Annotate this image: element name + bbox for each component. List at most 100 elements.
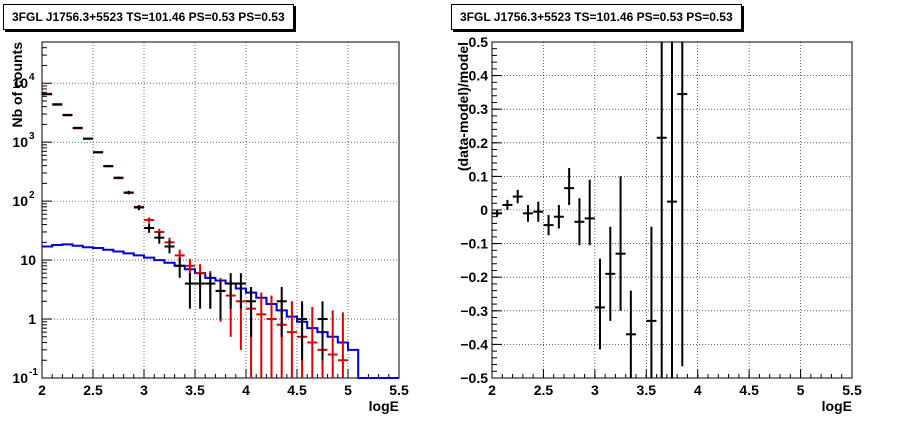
data-point — [133, 204, 144, 211]
y-tick-label: 0.2 — [469, 135, 489, 151]
data-point — [184, 273, 195, 309]
data-point — [317, 301, 328, 361]
residual-point — [512, 189, 523, 204]
data-point — [174, 257, 185, 278]
model-point — [337, 312, 348, 378]
residuals-series — [492, 42, 688, 378]
y-tick-label: −0.3 — [460, 303, 488, 319]
model-point — [184, 258, 195, 276]
y-axis: −0.5 −0.4 −0.3 −0.2 −0.1 0 0.1 0.2 0.3 0.4 0.5 — [460, 34, 502, 386]
y-tick-label: 0.5 — [469, 34, 489, 50]
y-tick-exponent: 4 — [29, 72, 35, 83]
data-point — [164, 239, 175, 254]
x-tick-label: 4 — [242, 382, 250, 398]
residual-point — [574, 198, 585, 246]
residual-point — [677, 42, 688, 367]
model-point — [266, 295, 277, 378]
y-tick-label: 0.1 — [469, 168, 489, 184]
data-point — [246, 286, 257, 337]
x-tick-label: 3.5 — [185, 382, 205, 398]
y-tick-label: 0.4 — [469, 68, 489, 84]
model-point — [327, 310, 338, 378]
residual-point — [553, 204, 564, 229]
residuals-chart: 2 2.5 3 3.5 4 4.5 5 5.5 −0.5 −0.4 −0.3 −0.2 −0.1 0 0.… — [455, 34, 862, 414]
chart-title: 3FGL J1756.3+5523 TS=101.46 PS=0.53 PS=0… — [3, 4, 294, 30]
y-tick-label: 1 — [28, 311, 36, 327]
residual-point — [646, 226, 657, 378]
x-axis: 2 2.5 3 3.5 4 4.5 5 5.5 — [38, 369, 409, 398]
x-tick-label: 2.5 — [534, 382, 554, 398]
data-point — [205, 273, 216, 309]
residual-point — [492, 210, 503, 217]
y-axis-label: Nb of counts — [9, 42, 25, 128]
plot-frame — [41, 41, 400, 379]
data-point — [82, 137, 93, 140]
x-tick-label: 4.5 — [739, 382, 759, 398]
model-point — [307, 307, 318, 378]
residual-point — [533, 201, 544, 222]
residual-point — [625, 290, 636, 378]
residual-point — [502, 199, 513, 210]
data-point — [195, 273, 206, 309]
x-tick-label: 4 — [694, 382, 702, 398]
x-axis-label: logE — [369, 398, 399, 414]
x-tick-label: 3 — [591, 382, 599, 398]
grid — [42, 42, 399, 378]
y-tick-label: −0.1 — [460, 236, 488, 252]
y-tick-label: −0.2 — [460, 269, 488, 285]
x-tick-label: 2.5 — [83, 382, 103, 398]
data-point — [154, 231, 165, 244]
residual-point — [667, 42, 677, 378]
chart-title: 3FGL J1756.3+5523 TS=101.46 PS=0.53 PS=0… — [451, 4, 742, 30]
x-tick-label: 5.5 — [389, 382, 409, 398]
x-tick-label: 2 — [38, 382, 46, 398]
model-point — [256, 292, 267, 378]
x-tick-label: 5 — [797, 382, 805, 398]
y-tick-label: 0.3 — [469, 101, 489, 117]
residual-point — [543, 215, 554, 236]
x-axis-label: logE — [822, 398, 852, 414]
y-tick-label: −0.4 — [460, 336, 488, 352]
data-point — [42, 93, 53, 96]
data-point — [144, 223, 155, 233]
data-point — [215, 280, 226, 320]
data-point — [93, 151, 104, 154]
x-tick-label: 4.5 — [287, 382, 307, 398]
y-axis-label: (data-model)/model — [455, 42, 471, 171]
data-point — [235, 273, 246, 309]
y-tick-label: 10 — [12, 134, 28, 150]
data-point — [276, 286, 287, 337]
model-point — [286, 301, 297, 378]
x-axis: 2 2.5 3 3.5 4 4.5 5 5.5 — [488, 369, 862, 398]
y-tick-label: 10 — [12, 370, 28, 386]
residual-point — [564, 168, 575, 205]
y-tick-label: 10 — [20, 252, 36, 268]
data-point — [113, 176, 124, 179]
y-tick-label: −0.5 — [460, 370, 488, 386]
data-point — [103, 165, 114, 168]
x-tick-label: 2 — [488, 382, 496, 398]
x-tick-label: 3.5 — [637, 382, 657, 398]
residual-point — [595, 258, 605, 350]
y-tick-label: 10 — [12, 75, 28, 91]
model-point — [144, 217, 155, 223]
y-tick-exponent: 3 — [29, 131, 35, 142]
x-tick-label: 5.5 — [842, 382, 862, 398]
data-point — [62, 113, 73, 116]
residual-point — [523, 204, 533, 222]
data-point — [72, 126, 83, 129]
residual-point — [605, 226, 616, 321]
data-point — [225, 273, 236, 309]
x-tick-label: 3 — [140, 382, 148, 398]
x-tick-label: 5 — [344, 382, 352, 398]
y-tick-label: 10 — [12, 193, 28, 209]
residual-point — [656, 42, 667, 378]
data-point — [297, 301, 308, 361]
y-tick-exponent: -1 — [29, 367, 38, 378]
y-tick-exponent: 2 — [29, 190, 35, 201]
data-point — [52, 103, 63, 106]
data-point — [123, 190, 134, 195]
